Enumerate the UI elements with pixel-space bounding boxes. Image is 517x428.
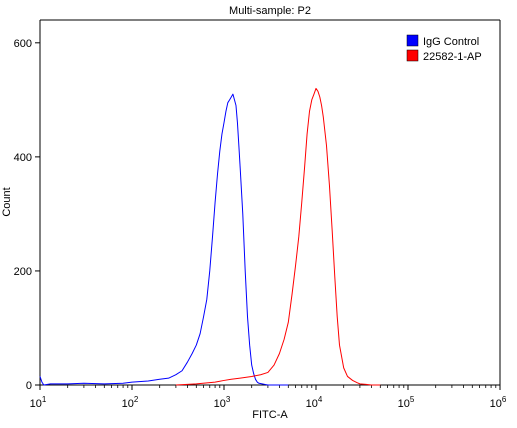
y-tick-label: 0 (26, 380, 32, 392)
x-axis-ticks: 101 102 103 104 105 106 (30, 385, 507, 410)
x-tick-label: 101 (30, 395, 47, 410)
x-tick-label-exponent: 2 (134, 395, 139, 404)
x-tick-label-base: 10 (122, 398, 134, 410)
x-tick-label-exponent: 3 (226, 395, 231, 404)
legend: IgG Control 22582-1-AP (406, 34, 482, 63)
x-tick-label: 104 (306, 395, 323, 410)
y-axis-ticks: 0 200 400 600 (14, 38, 40, 392)
y-tick-label: 400 (14, 152, 32, 164)
legend-swatch (406, 34, 419, 47)
legend-swatch (406, 49, 419, 62)
legend-label: IgG Control (423, 36, 479, 48)
legend-label: 22582-1-AP (423, 51, 482, 63)
plot-frame (39, 19, 501, 386)
x-tick-label-exponent: 4 (318, 395, 323, 404)
chart-title: Multi-sample: P2 (229, 5, 311, 17)
x-tick-label-exponent: 1 (42, 395, 47, 404)
x-tick-label: 102 (122, 395, 139, 410)
x-tick-label-base: 10 (306, 398, 318, 410)
x-axis-label: FITC-A (252, 409, 288, 421)
series-group (39, 87, 381, 386)
x-tick-label: 106 (490, 395, 507, 410)
series-line-2 (175, 87, 381, 386)
x-tick-label-base: 10 (30, 398, 42, 410)
y-tick-label: 200 (14, 266, 32, 278)
series-line-1 (39, 93, 289, 386)
x-tick-label: 103 (214, 395, 231, 410)
y-tick-label: 600 (14, 38, 32, 50)
x-tick-label: 105 (398, 395, 415, 410)
x-tick-label-base: 10 (398, 398, 410, 410)
x-tick-label-exponent: 6 (502, 395, 507, 404)
x-tick-label-exponent: 5 (410, 395, 415, 404)
x-tick-label-base: 10 (214, 398, 226, 410)
y-axis-label: Count (1, 187, 13, 216)
x-tick-label-base: 10 (490, 398, 502, 410)
